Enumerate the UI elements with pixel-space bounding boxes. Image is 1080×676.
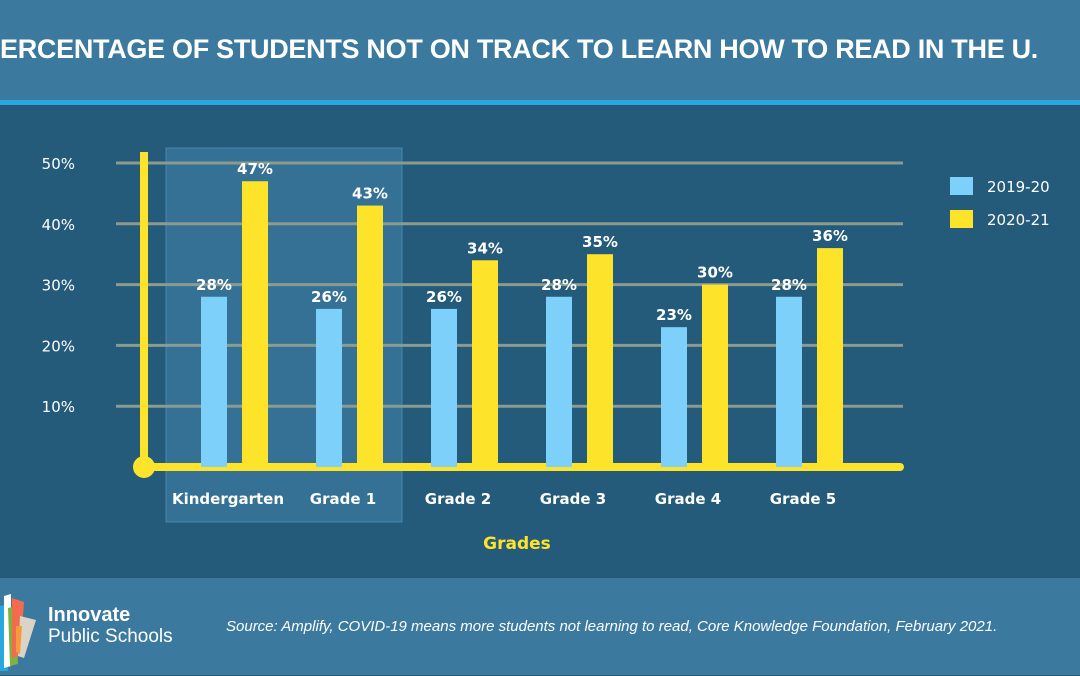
data-label: 30% <box>697 264 733 282</box>
bar-2019-20 <box>661 327 687 467</box>
y-tick-label: 50% <box>42 155 75 173</box>
bar-2020-21 <box>242 181 268 467</box>
x-tick-label: Grade 2 <box>425 490 491 508</box>
x-tick-label: Grade 1 <box>310 490 376 508</box>
data-label: 28% <box>541 276 577 294</box>
y-tick-label: 30% <box>42 277 75 295</box>
data-label: 26% <box>311 288 347 306</box>
bar-2019-20 <box>431 308 457 467</box>
header: ERCENTAGE OF STUDENTS NOT ON TRACK TO LE… <box>0 0 1080 100</box>
data-label: 43% <box>352 185 388 203</box>
innovate-logo-icon <box>0 594 36 671</box>
data-label: 23% <box>656 306 692 324</box>
legend-swatch <box>950 210 973 228</box>
logo-line2: Public Schools <box>48 626 173 647</box>
data-label: 26% <box>426 288 462 306</box>
data-label: 47% <box>237 160 273 178</box>
legend-swatch <box>950 177 973 195</box>
legend-label: 2019-20 <box>987 178 1050 196</box>
bar-2019-20 <box>316 308 342 467</box>
x-axis-title: Grades <box>483 534 551 554</box>
data-label: 35% <box>582 233 618 251</box>
bar-2019-20 <box>776 296 802 467</box>
bar-2020-21 <box>817 248 843 467</box>
y-tick-label: 20% <box>42 337 75 355</box>
data-label: 28% <box>196 276 232 294</box>
x-tick-label: Grade 5 <box>770 490 836 508</box>
data-label: 28% <box>771 276 807 294</box>
axis-origin-dot <box>133 456 155 478</box>
x-tick-label: Kindergarten <box>172 490 284 508</box>
source-note: Source: Amplify, COVID-19 means more stu… <box>226 618 998 635</box>
data-label: 36% <box>812 227 848 245</box>
footer <box>0 578 1080 675</box>
bar-2019-20 <box>546 296 572 467</box>
bar-2019-20 <box>201 296 227 467</box>
x-tick-label: Grade 3 <box>540 490 606 508</box>
bar-2020-21 <box>357 205 383 467</box>
logo-line1: Innovate <box>48 604 131 626</box>
y-tick-label: 40% <box>42 216 75 234</box>
x-tick-label: Grade 4 <box>655 490 721 508</box>
bar-2020-21 <box>587 254 613 467</box>
accent-divider <box>0 100 1080 105</box>
y-tick-label: 10% <box>42 398 75 416</box>
legend-label: 2020-21 <box>987 211 1050 229</box>
bar-2020-21 <box>472 260 498 467</box>
chart-title: ERCENTAGE OF STUDENTS NOT ON TRACK TO LE… <box>0 34 1039 64</box>
bar-2020-21 <box>702 284 728 467</box>
data-label: 34% <box>467 239 503 257</box>
logo-text: Innovate Public Schools <box>48 604 173 648</box>
bar-chart: 10% 20% 30% 40% 50% 28% 47% Kindergarten 26% 43% G… <box>42 147 1050 554</box>
